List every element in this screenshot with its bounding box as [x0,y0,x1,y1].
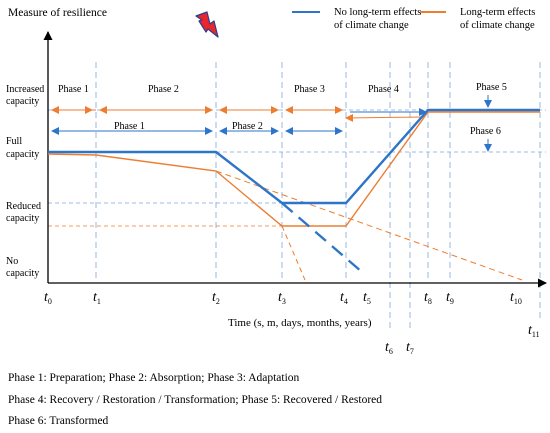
phase-1-blue-label: Phase 1 [114,121,145,132]
level-no-line1: No [6,256,18,267]
level-reduced-line1: Reduced [6,201,41,212]
legend: No long-term effects of climate change L… [292,7,535,31]
phase-6-label: Phase 6 [470,126,501,137]
phase-labels: Phase 1 Phase 2 Phase 3 Phase 4 Phase 5 … [58,82,507,137]
note-line-2: Phase 4: Recovery / Restoration / Transf… [8,393,383,406]
y-axis-label: Measure of resilience [8,7,107,19]
tick-t9: t9 [446,290,454,306]
curve-long-term-effects [47,111,540,281]
legend-label-orange-line2: of climate change [460,20,535,31]
tick-t5: t5 [363,290,371,306]
phase-1-label: Phase 1 [58,84,89,95]
phase-arrows-blue [51,95,492,152]
tick-t11: t11 [528,323,540,339]
phase-notes: Phase 1: Preparation; Phase 2: Absorptio… [8,368,548,433]
lightning-bolt-icon [195,11,219,38]
level-increased-line2: capacity [6,96,39,107]
phase-3-label: Phase 3 [294,84,325,95]
vertical-guides [95,62,541,328]
level-no-line2: capacity [6,268,39,279]
tick-t4: t4 [340,290,348,306]
tick-t6: t6 [385,340,393,356]
legend-label-blue-line1: No long-term effects [334,7,421,18]
time-ticks: t0 t1 t2 t3 t4 t5 t6 t7 t8 t9 t10 t11 [44,290,540,356]
tick-t8: t8 [424,290,432,306]
note-line-3: Phase 6: Transformed [8,415,109,427]
tick-t10: t10 [510,290,522,306]
phase-2-label: Phase 2 [148,84,179,95]
phase-arrows-orange [51,106,425,122]
tick-t3: t3 [278,290,286,306]
level-labels: Increased capacity Full capacity Reduced… [6,84,44,279]
tick-t7: t7 [406,340,414,356]
phase-4-label: Phase 4 [368,84,399,95]
legend-label-blue-line2: of climate change [334,20,409,31]
tick-t2: t2 [212,290,220,306]
level-full-line1: Full [6,136,22,147]
note-line-1: Phase 1: Preparation; Phase 2: Absorptio… [8,372,300,384]
tick-t1: t1 [93,290,101,306]
level-increased-line1: Increased [6,84,44,95]
level-full-line2: capacity [6,149,39,160]
legend-label-orange-line1: Long-term effects [460,7,535,18]
tick-t0: t0 [44,290,52,306]
phase-2-blue-label: Phase 2 [232,121,263,132]
level-reduced-line2: capacity [6,213,39,224]
curve-no-long-term-effects [48,108,540,273]
x-axis-label: Time (s, m, days, months, years) [228,317,372,329]
phase-5-label: Phase 5 [476,82,507,93]
